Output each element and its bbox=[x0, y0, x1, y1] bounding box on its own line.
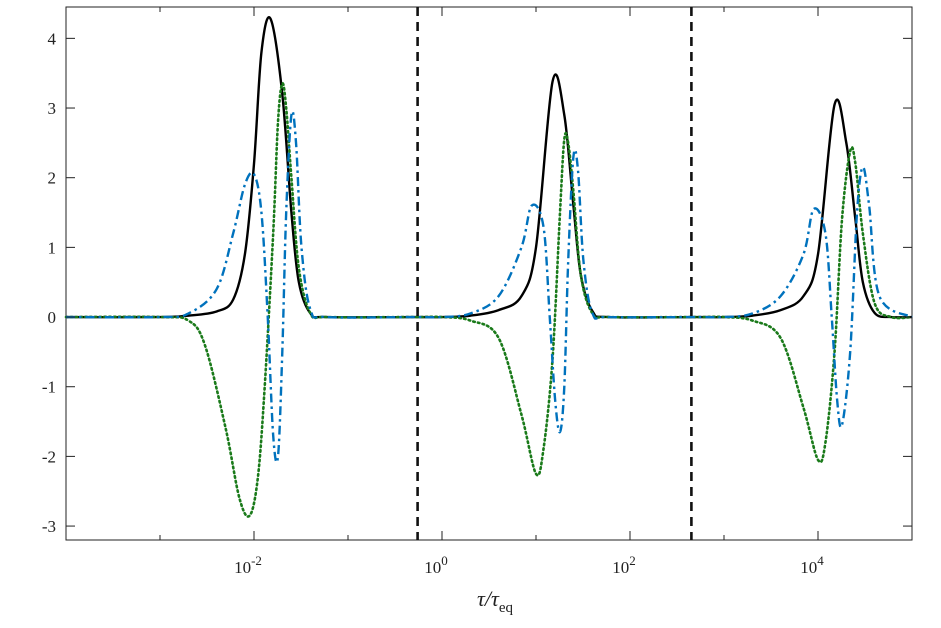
plot-frame bbox=[65, 6, 913, 541]
x-tick-label: 104 bbox=[800, 553, 824, 577]
x-axis-title-main: τ/τ bbox=[477, 586, 500, 611]
y-tick-label: 3 bbox=[48, 99, 57, 118]
y-tick-label: -3 bbox=[42, 517, 56, 536]
y-tick-label: 1 bbox=[48, 238, 57, 257]
x-tick-label: 102 bbox=[612, 553, 636, 577]
series-dashdot-line bbox=[65, 110, 913, 464]
x-axis-title-subscript: eq bbox=[499, 600, 514, 616]
x-axis-title: τ/τeq bbox=[477, 586, 514, 616]
y-tick-label: -2 bbox=[42, 447, 56, 466]
x-tick-label: 100 bbox=[424, 553, 448, 577]
plot-area bbox=[65, 6, 913, 541]
y-tick-label: -1 bbox=[42, 378, 56, 397]
y-axis-ticks: -3 -2 -1 0 1 2 3 4 bbox=[42, 29, 912, 536]
series-layer bbox=[64, 16, 914, 518]
vertical-reference-lines bbox=[416, 7, 693, 540]
x-tick-label: 10-2 bbox=[234, 553, 262, 577]
series-dotted-line bbox=[64, 82, 914, 518]
series-solid-line bbox=[65, 16, 913, 319]
y-tick-label: 0 bbox=[48, 308, 57, 327]
y-tick-label: 2 bbox=[48, 169, 57, 188]
x-axis-ticks: 10-2 100 102 104 bbox=[65, 7, 913, 577]
y-tick-label: 4 bbox=[48, 29, 57, 48]
